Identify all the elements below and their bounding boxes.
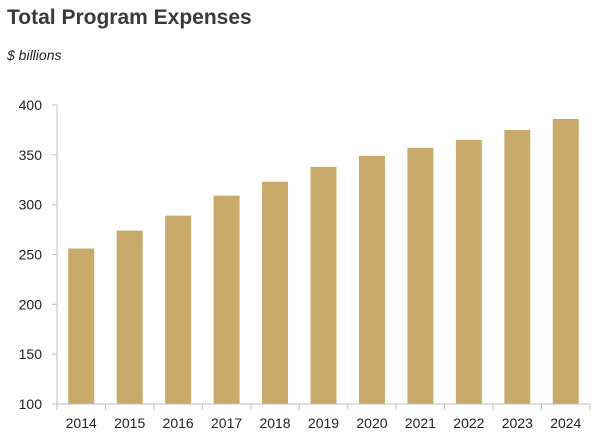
- bar-2017: [213, 195, 240, 404]
- y-tick-label: 300: [19, 197, 43, 213]
- x-tick-label: 2015: [114, 415, 145, 431]
- bar-2024: [552, 118, 579, 404]
- x-tick-label: 2023: [502, 415, 533, 431]
- bar-2020: [358, 155, 385, 404]
- bar-2022: [455, 139, 482, 404]
- x-tick-label: 2021: [405, 415, 436, 431]
- x-tick-label: 2018: [259, 415, 290, 431]
- x-tick-label: 2024: [550, 415, 581, 431]
- x-tick-label: 2017: [211, 415, 242, 431]
- bar-2016: [165, 215, 192, 404]
- bar-2014: [68, 248, 95, 404]
- y-tick-label: 400: [19, 97, 43, 113]
- y-tick-label: 200: [19, 296, 43, 312]
- x-tick-label: 2014: [66, 415, 97, 431]
- bar-2019: [310, 166, 337, 404]
- chart-title: Total Program Expenses: [7, 6, 252, 29]
- chart-subtitle: $ billions: [7, 47, 62, 63]
- y-tick-label: 350: [19, 147, 43, 163]
- y-tick-label: 100: [19, 396, 43, 412]
- bar-2015: [116, 230, 143, 404]
- bar-2023: [504, 129, 531, 404]
- y-tick-label: 150: [19, 346, 43, 362]
- bars: [68, 118, 579, 404]
- y-axis: 100 150 200 250 300 350 400: [19, 97, 58, 412]
- x-axis: 2014 2015 2016 2017 2018 2019 2020 2021 2022 2023…: [56, 403, 591, 431]
- x-tick-label: 2020: [356, 415, 387, 431]
- bar-2021: [407, 147, 434, 404]
- y-tick-label: 250: [19, 247, 43, 263]
- x-tick-label: 2022: [453, 415, 484, 431]
- bar-2018: [262, 181, 289, 404]
- x-tick-label: 2016: [163, 415, 194, 431]
- x-tick-label: 2019: [308, 415, 339, 431]
